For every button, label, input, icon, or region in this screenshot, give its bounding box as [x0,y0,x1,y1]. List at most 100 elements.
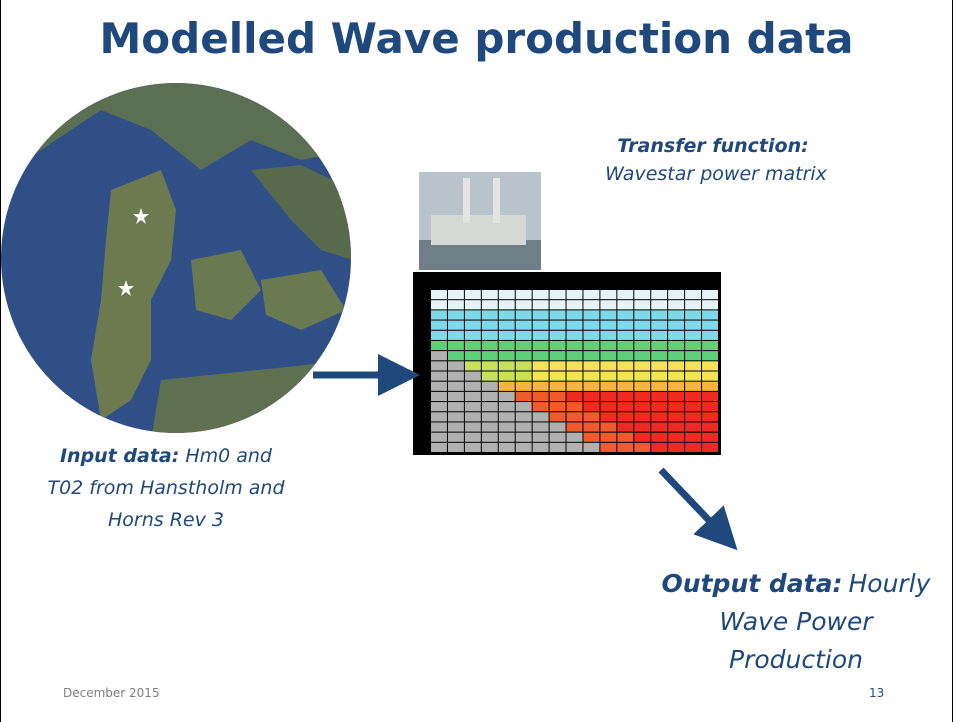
matrix-cell [651,382,667,391]
matrix-cell [702,443,718,452]
matrix-cell [482,392,498,401]
matrix-cell [668,321,684,330]
matrix-cell [634,382,650,391]
matrix-cell [600,290,616,299]
transfer-function: Transfer function: Wavestar power matrix [561,132,871,188]
matrix-cell [533,331,549,340]
matrix-cell [600,372,616,381]
arrow [661,470,723,535]
matrix-cell [516,351,532,360]
matrix-cell [685,300,701,309]
matrix-cell [448,331,464,340]
matrix-cell [431,290,447,299]
matrix-cell [482,402,498,411]
matrix-cell [702,361,718,370]
matrix-cell [482,372,498,381]
text: Hourly [848,569,930,598]
matrix-cell [685,331,701,340]
matrix-cell [583,321,599,330]
matrix-cell [617,433,633,442]
matrix-cell [634,361,650,370]
matrix-cell [550,341,566,350]
matrix-cell [448,433,464,442]
matrix-cell [634,300,650,309]
matrix-cell [499,433,515,442]
matrix-cell [583,412,599,421]
matrix-cell [617,361,633,370]
matrix-cell [533,402,549,411]
matrix-cell [516,433,532,442]
matrix-cell [600,331,616,340]
matrix-cell [583,331,599,340]
matrix-cell [499,341,515,350]
footer-date: December 2015 [63,686,160,700]
matrix-cell [685,412,701,421]
matrix-cell [668,382,684,391]
matrix-cell [567,290,583,299]
matrix-cell [651,331,667,340]
matrix-cell [465,392,481,401]
matrix-cell [634,310,650,319]
matrix-cell [567,412,583,421]
matrix-cell [600,351,616,360]
matrix-cell [634,402,650,411]
matrix-cell [600,412,616,421]
matrix-cell [448,341,464,350]
matrix-cell [651,310,667,319]
matrix-cell [651,321,667,330]
matrix-cell [499,402,515,411]
matrix-cell [634,412,650,421]
matrix-cell [685,290,701,299]
matrix-cell [685,321,701,330]
matrix-cell [431,341,447,350]
text: Wavestar power matrix [561,160,871,188]
matrix-cell [668,310,684,319]
matrix-cell [668,290,684,299]
matrix-cell [617,392,633,401]
matrix-cell [465,361,481,370]
matrix-cell [516,412,532,421]
matrix-cell [533,372,549,381]
matrix-cell [465,321,481,330]
matrix-cell [600,382,616,391]
matrix-cell [668,433,684,442]
matrix-cell [550,392,566,401]
matrix-cell [583,310,599,319]
matrix-cell [499,290,515,299]
matrix-cell [499,331,515,340]
matrix-cell [651,300,667,309]
matrix-cell [685,402,701,411]
line: Input data:Hm0 and [1,440,331,472]
matrix-cell [685,433,701,442]
matrix-cell [550,382,566,391]
matrix-cell [448,422,464,431]
matrix-cell [567,300,583,309]
matrix-cell [448,392,464,401]
matrix-cell [550,422,566,431]
matrix-cell [668,372,684,381]
matrix-cell [465,310,481,319]
matrix-cell [550,310,566,319]
matrix-cell [600,433,616,442]
matrix-cell [465,382,481,391]
matrix-cell [617,443,633,452]
matrix-cell [600,361,616,370]
matrix-cell [431,433,447,442]
matrix-cell [702,321,718,330]
matrix-cell [533,351,549,360]
matrix-cell [583,351,599,360]
matrix-cell [431,402,447,411]
matrix-cell [567,341,583,350]
matrix-cell [533,290,549,299]
matrix-cell [668,402,684,411]
matrix-cell [567,310,583,319]
matrix-cell [465,290,481,299]
matrix-cell [550,443,566,452]
matrix-cell [617,402,633,411]
matrix-cell [583,372,599,381]
matrix-cell [685,351,701,360]
matrix-cell [516,310,532,319]
matrix-cell [448,412,464,421]
matrix-cell [499,382,515,391]
matrix-cell [634,341,650,350]
